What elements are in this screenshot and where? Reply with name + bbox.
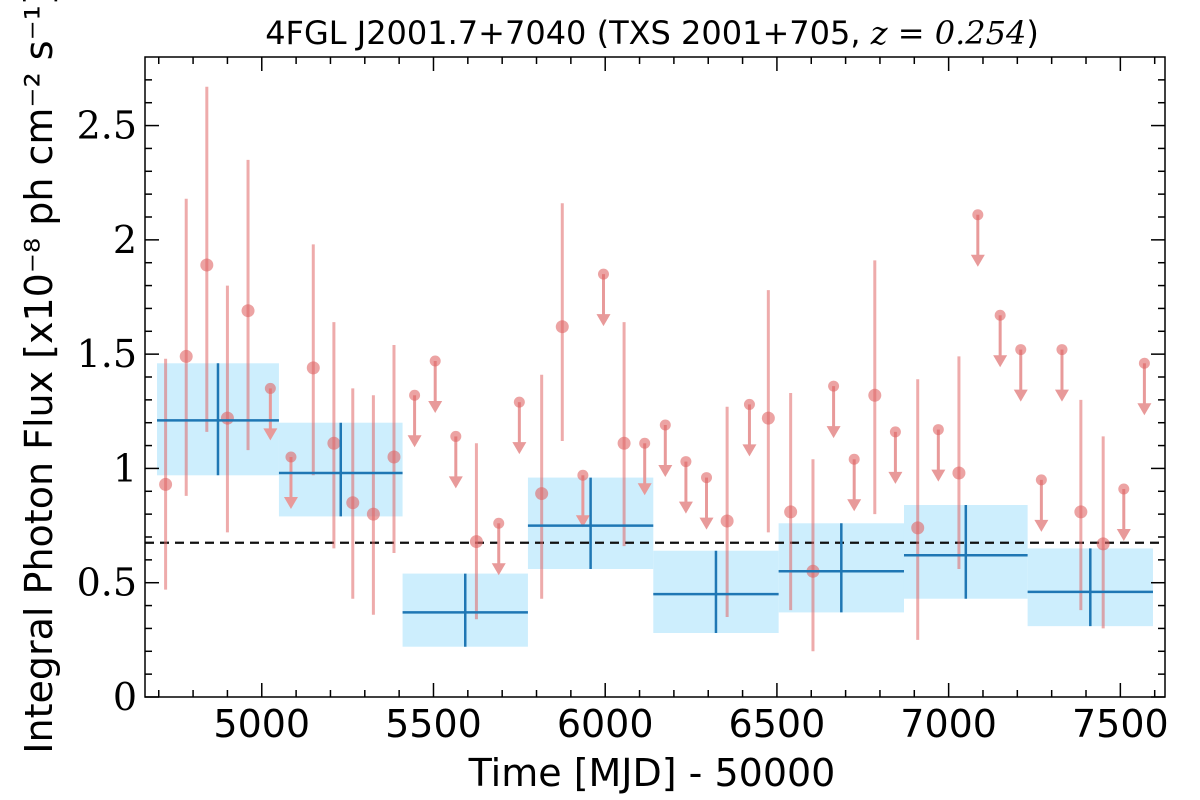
x-tick-label: 5000 [213, 702, 310, 746]
detection-point [952, 466, 966, 480]
upper-limit-marker [828, 380, 840, 392]
x-axis-label: Time [MJD] - 50000 [468, 751, 836, 795]
detection-point [1096, 537, 1110, 551]
detection-point [306, 361, 320, 375]
upper-limit-marker [743, 398, 755, 410]
upper-limit-arrow-head [1054, 389, 1069, 402]
upper-limit-marker [264, 382, 276, 394]
x-tick-label: 6000 [557, 702, 654, 746]
detection-point [784, 505, 798, 519]
chart-title: 4FGL J2001.7+7040 (TXS 2001+705, z = 0.2… [265, 14, 1039, 52]
y-tick-label: 0 [113, 675, 137, 719]
detection-point [220, 411, 234, 425]
binned-flux-markers [157, 363, 1153, 647]
upper-limit-points [263, 209, 1152, 576]
upper-limit-marker [972, 209, 984, 221]
upper-limit-arrow-head [993, 355, 1008, 368]
upper-limit-marker [680, 456, 692, 468]
upper-limit-arrow-head [1013, 389, 1028, 402]
x-tick-label: 6500 [729, 702, 826, 746]
upper-limit-arrow-head [428, 401, 443, 413]
detection-point [469, 535, 483, 549]
upper-limit-arrow-head [847, 499, 862, 512]
upper-limit-marker [409, 389, 421, 401]
upper-limit-marker [1015, 344, 1027, 356]
upper-limit-arrow-head [931, 469, 946, 482]
upper-limit-marker [597, 268, 609, 280]
binned-flux-bands [157, 363, 1153, 647]
x-axis-ticks: 5000 5500 6000 6500 7000 7500 [157, 57, 1169, 746]
detection-point [241, 304, 255, 318]
detection-point [535, 487, 549, 501]
detection-point [387, 450, 401, 464]
upper-limit-arrow-head [1137, 403, 1152, 416]
y-axis-ticks: 0 0.5 1 1.5 2 2.5 [77, 79, 1165, 719]
upper-limit-marker [1035, 474, 1047, 486]
upper-limit-arrow-head [491, 563, 506, 576]
upper-limit-marker [1138, 357, 1150, 369]
upper-limit-arrow-head [1034, 519, 1049, 532]
x-tick-label: 5500 [385, 702, 482, 746]
detection-point [346, 496, 360, 510]
detection-point [159, 477, 173, 491]
upper-limit-arrow-head [596, 314, 611, 327]
upper-limit-arrow-head [263, 428, 278, 441]
upper-limit-arrow-head [575, 515, 590, 528]
upper-limit-marker [701, 472, 713, 484]
upper-limit-arrow-head [699, 517, 714, 530]
upper-limit-arrow-head [283, 497, 298, 509]
detection-point [911, 521, 925, 535]
upper-limit-marker [889, 426, 901, 438]
y-tick-label: 1.5 [77, 332, 137, 376]
upper-limit-arrow-head [448, 476, 463, 489]
y-tick-label: 1 [113, 446, 137, 490]
upper-limit-arrow-head [512, 442, 527, 455]
upper-limit-arrow-head [658, 465, 673, 477]
upper-limit-marker [513, 396, 525, 408]
detection-point [555, 320, 569, 334]
upper-limit-marker [1056, 344, 1068, 356]
x-tick-label: 7500 [1072, 702, 1169, 746]
upper-limit-arrow-head [678, 501, 693, 514]
upper-limit-arrow-head [970, 254, 985, 267]
detection-points [159, 86, 1110, 652]
upper-limit-marker [493, 517, 505, 529]
y-tick-label: 0.5 [77, 561, 137, 605]
upper-limit-marker [639, 437, 651, 449]
upper-limit-arrow-head [637, 483, 652, 496]
detection-point [720, 514, 734, 528]
y-axis-label: Integral Photon Flux [x10⁻⁸ ph cm⁻² s⁻¹] [17, 0, 61, 754]
upper-limit-arrow-head [742, 444, 757, 457]
upper-limit-marker [285, 451, 297, 463]
x-tick-label: 7000 [900, 702, 997, 746]
upper-limit-marker [848, 453, 860, 465]
upper-limit-marker [450, 430, 462, 442]
detection-point [868, 388, 882, 402]
upper-limit-arrow-head [826, 426, 841, 439]
detection-point [366, 507, 380, 521]
upper-limit-marker [429, 355, 441, 367]
detection-point [327, 436, 341, 450]
detection-point [1074, 505, 1088, 519]
upper-limit-marker [659, 419, 671, 431]
upper-limit-marker [577, 469, 589, 481]
detection-point [200, 258, 214, 272]
upper-limit-marker [994, 309, 1006, 321]
upper-limit-arrow-head [1116, 529, 1131, 541]
y-tick-label: 2 [113, 218, 137, 262]
y-tick-label: 2.5 [77, 104, 137, 148]
upper-limit-arrow-head [407, 435, 422, 448]
upper-limit-marker [1118, 483, 1130, 495]
upper-limit-arrow-head [888, 471, 903, 484]
detection-point [179, 349, 193, 363]
upper-limit-marker [932, 424, 944, 436]
detection-point [617, 436, 631, 450]
detection-point [761, 411, 775, 425]
